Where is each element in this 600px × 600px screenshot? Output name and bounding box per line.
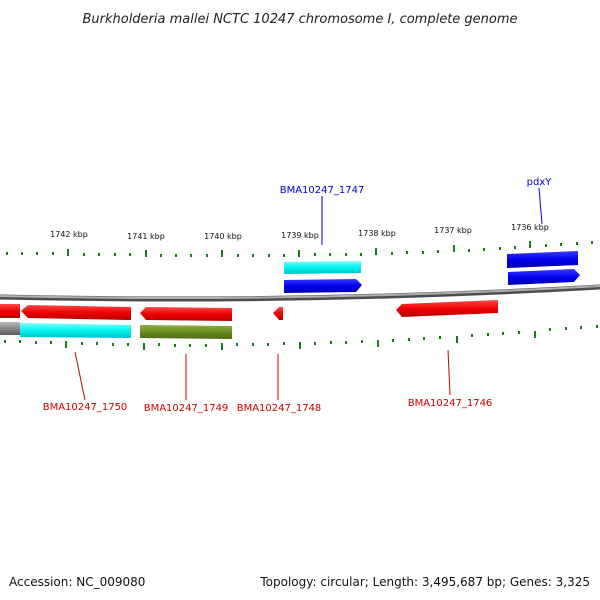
cds-arrow-pdxY[interactable] bbox=[508, 269, 580, 285]
reverse-cds-track bbox=[0, 300, 498, 321]
genome-backbone-highlight bbox=[0, 285, 600, 300]
gene-label-BMA10247-1746[interactable]: BMA10247_1746 bbox=[408, 398, 493, 409]
cds-arrow-BMA10247-1748[interactable] bbox=[273, 307, 283, 320]
cog-block-forward-pdxY bbox=[507, 251, 578, 268]
cds-arrow-BMA10247-1750[interactable] bbox=[21, 305, 131, 320]
forward-cog-track bbox=[284, 251, 578, 274]
scale-label-1739: 1739 kbp bbox=[281, 231, 319, 240]
cog-block-reverse-1749 bbox=[140, 325, 232, 339]
genome-summary-text: Topology: circular; Length: 3,495,687 bp… bbox=[259, 575, 590, 589]
scale-label-1738: 1738 kbp bbox=[358, 229, 396, 238]
cds-arrow-BMA10247-1747[interactable] bbox=[284, 279, 362, 293]
gene-label-BMA10247-1750[interactable]: BMA10247_1750 bbox=[43, 402, 128, 413]
leader-line-pdxY bbox=[538, 187, 543, 225]
gene-label-BMA10247-1747[interactable]: BMA10247_1747 bbox=[280, 185, 365, 196]
gene-label-BMA10247-1749[interactable]: BMA10247_1749 bbox=[144, 403, 229, 414]
map-title: Burkholderia mallei NCTC 10247 chromosom… bbox=[82, 12, 517, 27]
reverse-cog-track bbox=[0, 322, 232, 339]
cog-block-reverse-1750 bbox=[20, 323, 131, 338]
cds-arrow-BMA10247-1746[interactable] bbox=[396, 300, 498, 317]
gene-label-pdxY[interactable]: pdxY bbox=[527, 177, 553, 188]
accession-text: Accession: NC_009080 bbox=[9, 575, 145, 589]
scale-label-1737: 1737 kbp bbox=[434, 226, 472, 235]
forward-gene-labels: BMA10247_1747 pdxY bbox=[280, 177, 553, 245]
leader-line-BMA10247-1746 bbox=[447, 349, 451, 396]
outer-tick-track bbox=[6, 241, 593, 257]
cds-arrow-left-edge[interactable] bbox=[0, 304, 20, 318]
inner-tick-track bbox=[4, 325, 598, 350]
cog-block-forward-1747 bbox=[284, 261, 361, 274]
gene-label-BMA10247-1748[interactable]: BMA10247_1748 bbox=[237, 403, 322, 414]
leader-line-BMA10247-1750 bbox=[74, 351, 86, 401]
scale-labels: 1742 kbp 1741 kbp 1740 kbp 1739 kbp 1738… bbox=[50, 223, 549, 241]
cds-arrow-BMA10247-1749[interactable] bbox=[140, 307, 232, 321]
scale-label-1742: 1742 kbp bbox=[50, 230, 88, 239]
scale-label-1740: 1740 kbp bbox=[204, 232, 242, 241]
scale-label-1741: 1741 kbp bbox=[127, 232, 165, 241]
reverse-gene-labels: BMA10247_1750 BMA10247_1749 BMA10247_174… bbox=[43, 349, 493, 414]
forward-cds-track bbox=[284, 269, 580, 293]
cog-block-gray-edge bbox=[0, 322, 20, 335]
scale-label-1736: 1736 kbp bbox=[511, 223, 549, 232]
